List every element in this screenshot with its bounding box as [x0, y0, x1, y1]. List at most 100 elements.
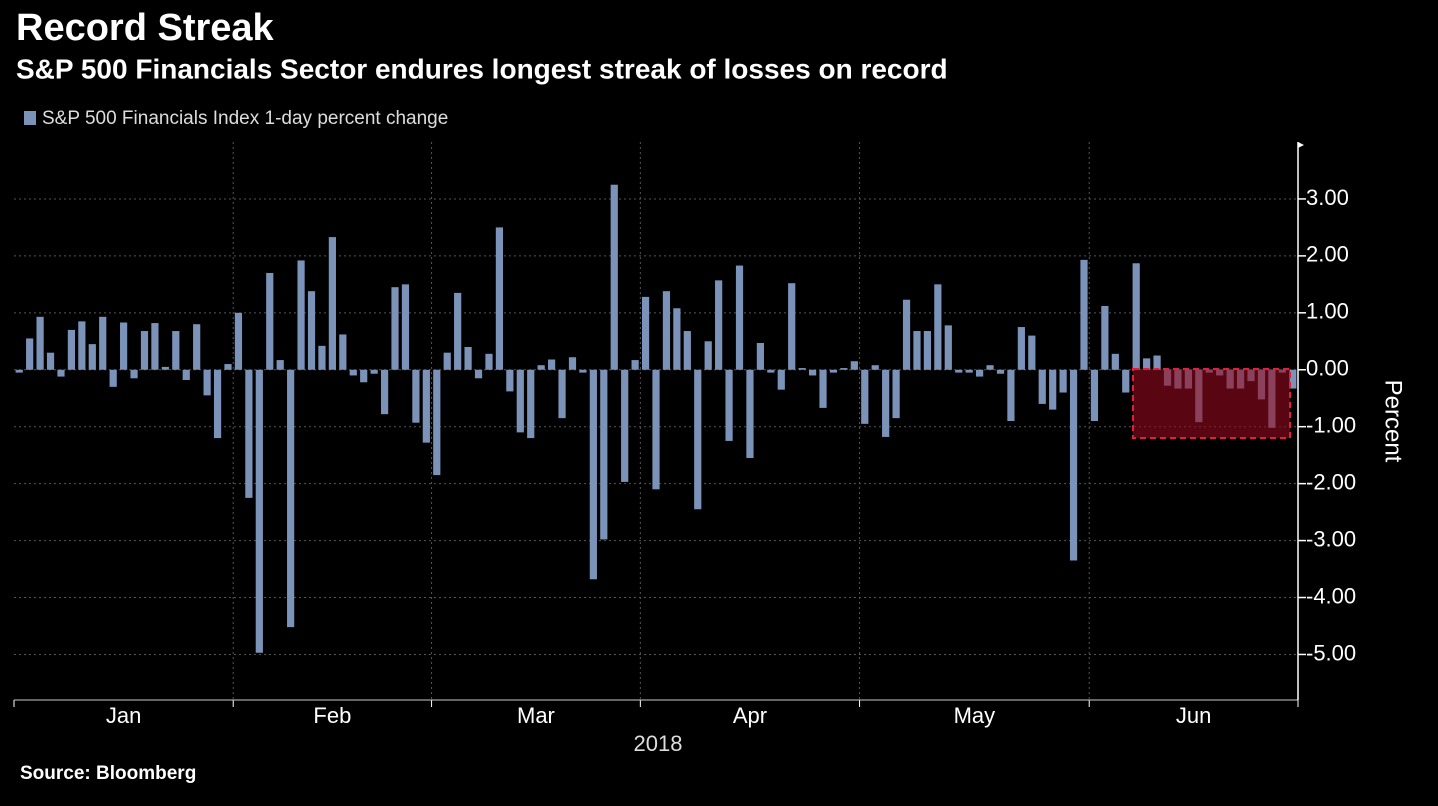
x-tick-label: Mar — [517, 703, 555, 728]
bar — [224, 364, 232, 370]
bar — [829, 369, 838, 373]
highlight-box — [1132, 368, 1291, 439]
bar — [454, 292, 462, 370]
y-tick-label: 3.00 — [1306, 185, 1349, 210]
bar — [412, 369, 420, 423]
bar — [67, 329, 76, 370]
bar — [297, 260, 305, 370]
bar — [965, 369, 973, 373]
y-tick-label: -1.00 — [1306, 413, 1356, 438]
bar — [130, 369, 138, 379]
bar — [621, 369, 629, 482]
bar — [203, 369, 211, 396]
bar — [401, 284, 410, 370]
bar — [485, 353, 493, 370]
y-tick-label: -3.00 — [1306, 526, 1356, 551]
y-tick-label: -2.00 — [1306, 469, 1356, 494]
bar — [255, 369, 263, 653]
bar — [433, 369, 441, 476]
bar — [610, 184, 618, 370]
bar — [360, 369, 368, 383]
bar — [955, 369, 963, 373]
bar — [808, 369, 817, 376]
bar — [88, 344, 96, 370]
bar — [882, 369, 890, 437]
bar — [161, 366, 169, 370]
bar — [568, 357, 577, 370]
bar — [464, 346, 472, 370]
bar — [1122, 369, 1130, 393]
plot: -5.00 -4.00 -3.00 -2.00 -1.00 0.00 1.00 2.00 3.0… — [13, 142, 1356, 728]
bar — [1059, 369, 1067, 393]
bar — [443, 352, 451, 370]
bar — [422, 369, 430, 443]
bar — [1143, 358, 1151, 370]
bar — [798, 368, 806, 370]
bar — [600, 369, 608, 540]
bar — [902, 299, 911, 370]
bar — [715, 280, 723, 370]
bar — [704, 341, 712, 370]
bar — [548, 359, 556, 370]
bar — [182, 369, 190, 381]
bar — [652, 369, 660, 490]
y-tick-label: 1.00 — [1306, 299, 1349, 324]
bar — [527, 369, 535, 439]
bar — [1090, 369, 1099, 421]
bar — [245, 369, 253, 498]
y-axis-arrow — [1298, 142, 1304, 148]
bar — [370, 369, 378, 374]
bar — [287, 369, 295, 628]
y-tick-label: -4.00 — [1306, 583, 1356, 608]
bar — [788, 283, 796, 370]
bar — [78, 321, 86, 370]
x-tick-label: Jun — [1176, 703, 1211, 728]
bar — [819, 369, 827, 408]
bar — [1028, 335, 1036, 370]
bar — [391, 287, 399, 370]
bar — [850, 361, 858, 370]
bar — [537, 365, 545, 370]
bar — [631, 360, 639, 370]
bar — [1017, 327, 1025, 370]
bar — [172, 331, 180, 370]
bar — [735, 265, 744, 370]
bar — [109, 369, 117, 387]
bar — [46, 352, 55, 370]
legend-label: S&P 500 Financials Index 1-day percent c… — [42, 108, 448, 129]
bar — [1049, 369, 1057, 410]
source: Source: Bloomberg — [20, 763, 196, 784]
bar — [120, 322, 128, 370]
x-tick-label: Feb — [313, 703, 351, 728]
bar — [36, 316, 44, 370]
bar — [318, 345, 326, 370]
bar — [380, 369, 389, 415]
bar — [213, 369, 222, 439]
bar — [349, 369, 357, 376]
bar — [746, 369, 754, 459]
bar — [756, 342, 764, 370]
bar — [234, 312, 243, 370]
bar — [276, 360, 284, 370]
bar — [840, 368, 848, 370]
y-tick-label: 0.00 — [1306, 356, 1349, 381]
bar — [683, 331, 691, 370]
bar — [266, 272, 274, 370]
bar — [871, 365, 879, 370]
bar — [99, 316, 107, 370]
bar — [767, 369, 775, 373]
bar — [662, 291, 671, 370]
bar — [589, 369, 597, 580]
bar — [913, 331, 921, 370]
bar — [725, 369, 733, 441]
bar — [57, 369, 65, 377]
bar — [976, 369, 984, 377]
bar — [944, 325, 952, 370]
chart-title: Record Streak — [16, 7, 275, 49]
bar — [1153, 355, 1161, 370]
bar — [193, 324, 201, 370]
legend-swatch — [24, 111, 36, 125]
bar — [1101, 305, 1109, 370]
bar — [307, 291, 316, 370]
bar — [694, 369, 702, 510]
